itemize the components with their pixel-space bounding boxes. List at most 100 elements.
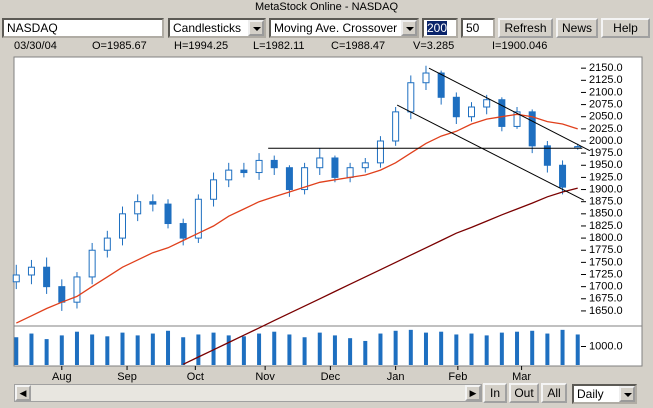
- volume-bar: [166, 330, 171, 365]
- volume-bar: [348, 338, 353, 365]
- candle-body: [316, 157, 324, 169]
- volume-bar: [332, 335, 337, 365]
- candle-body: [285, 167, 293, 191]
- info-volume: V=3.285: [413, 40, 455, 52]
- candle-body: [103, 237, 111, 251]
- candle-body: [574, 146, 582, 149]
- scrollbar[interactable]: ◀ ▶: [14, 384, 482, 402]
- y-tick-label: 1950.0: [589, 159, 623, 171]
- volume-bar: [499, 332, 504, 365]
- volume-bar: [241, 336, 246, 365]
- volume-bar: [393, 330, 398, 365]
- style-select[interactable]: Candlesticks: [168, 18, 266, 38]
- period-short-input[interactable]: 50: [461, 18, 495, 38]
- candle-body: [513, 111, 521, 127]
- y-tick-label: 2075.0: [589, 98, 623, 110]
- candle-body: [437, 72, 445, 98]
- style-value: Candlesticks: [173, 21, 242, 35]
- news-button[interactable]: News: [556, 18, 598, 38]
- candle-body: [528, 111, 536, 147]
- candle-body: [468, 106, 476, 118]
- help-button[interactable]: Help: [601, 18, 650, 38]
- candle-body: [301, 167, 309, 191]
- dropdown-arrow: [248, 20, 264, 36]
- volume-bar: [211, 332, 216, 365]
- trendline: [396, 104, 585, 201]
- candle-body: [240, 169, 248, 174]
- candle-body: [543, 145, 551, 166]
- volume-bar: [363, 340, 368, 365]
- y-tick-label: 1650.0: [589, 305, 623, 317]
- volume-bar: [317, 332, 322, 365]
- moving-average-line: [182, 187, 578, 365]
- candle-body: [255, 159, 263, 174]
- y-tick-label: 2050.0: [589, 111, 623, 123]
- period-value: Daily: [577, 387, 604, 401]
- x-tick-label: Feb: [448, 371, 467, 383]
- x-tick-label: Dec: [321, 371, 341, 383]
- candle-body: [43, 266, 51, 288]
- zoom-all-button[interactable]: All: [541, 383, 567, 403]
- y-tick-label: 2000.0: [589, 135, 623, 147]
- info-high: H=1994.25: [174, 40, 229, 52]
- candle-body: [210, 179, 218, 200]
- y-tick-label: 1775.0: [589, 244, 623, 256]
- candle-body: [134, 201, 142, 215]
- candle-body: [392, 111, 400, 142]
- candle-body: [361, 162, 369, 169]
- symbol-input[interactable]: NASDAQ: [2, 18, 164, 38]
- candle-body: [12, 274, 20, 283]
- volume-bar: [181, 337, 186, 365]
- candle-body: [559, 164, 567, 188]
- y-tick-label: 2125.0: [589, 74, 623, 86]
- candle-body: [270, 159, 278, 169]
- candle-body: [407, 82, 415, 113]
- period-select[interactable]: Daily: [572, 384, 637, 404]
- volume-bar: [272, 331, 277, 365]
- candle-body: [58, 286, 66, 303]
- candle-body: [225, 169, 233, 181]
- volume-bar: [74, 331, 79, 365]
- y-tick-label: 1875.0: [589, 196, 623, 208]
- x-tick-label: Sep: [117, 371, 137, 383]
- y-tick-label: 1900.0: [589, 183, 623, 195]
- window-title: MetaStock Online - NASDAQ: [254, 1, 399, 13]
- volume-bar: [545, 333, 550, 365]
- x-tick-label: Aug: [52, 371, 72, 383]
- y-tick-label: 1700.0: [589, 281, 623, 293]
- zoom-in-button[interactable]: In: [483, 383, 507, 403]
- y-tick-label: 1800.0: [589, 232, 623, 244]
- y-tick-label: 2150.0: [589, 62, 623, 74]
- candle-body: [376, 140, 384, 164]
- refresh-button[interactable]: Refresh: [498, 18, 553, 38]
- candle-body: [88, 249, 96, 278]
- chart-background: [13, 56, 643, 367]
- y-tick-label: 1825.0: [589, 220, 623, 232]
- volume-bar: [287, 334, 292, 365]
- period-long-value: 200: [427, 21, 448, 35]
- scroll-right[interactable]: ▶: [465, 385, 481, 401]
- y-tick-label: 1725.0: [589, 268, 623, 280]
- volume-bar: [469, 333, 474, 365]
- y-tick-label: 1975.0: [589, 147, 623, 159]
- scroll-left[interactable]: ◀: [15, 385, 31, 401]
- x-tick-label: Nov: [255, 371, 275, 383]
- chart: 2150.02125.02100.02075.02050.02025.02000…: [12, 56, 643, 383]
- y-tick-label: 1850.0: [589, 208, 623, 220]
- volume-bar: [439, 331, 444, 365]
- candle-body: [331, 157, 339, 178]
- volume-bar: [575, 334, 580, 365]
- volume-bar: [196, 334, 201, 365]
- volume-bar: [302, 337, 307, 365]
- dropdown-arrow: [401, 20, 417, 36]
- trendline: [428, 67, 591, 152]
- y-tick-label: 2025.0: [589, 123, 623, 135]
- x-tick-label: Jan: [387, 371, 405, 383]
- candle-body: [346, 167, 354, 178]
- indicator-select[interactable]: Moving Ave. Crossover: [269, 18, 419, 38]
- period-long-input[interactable]: 200: [422, 18, 458, 38]
- info-close: C=1988.47: [331, 40, 386, 52]
- candle-body: [118, 213, 126, 239]
- zoom-out-button[interactable]: Out: [509, 383, 539, 403]
- volume-tick-label: 1000.0: [589, 340, 623, 352]
